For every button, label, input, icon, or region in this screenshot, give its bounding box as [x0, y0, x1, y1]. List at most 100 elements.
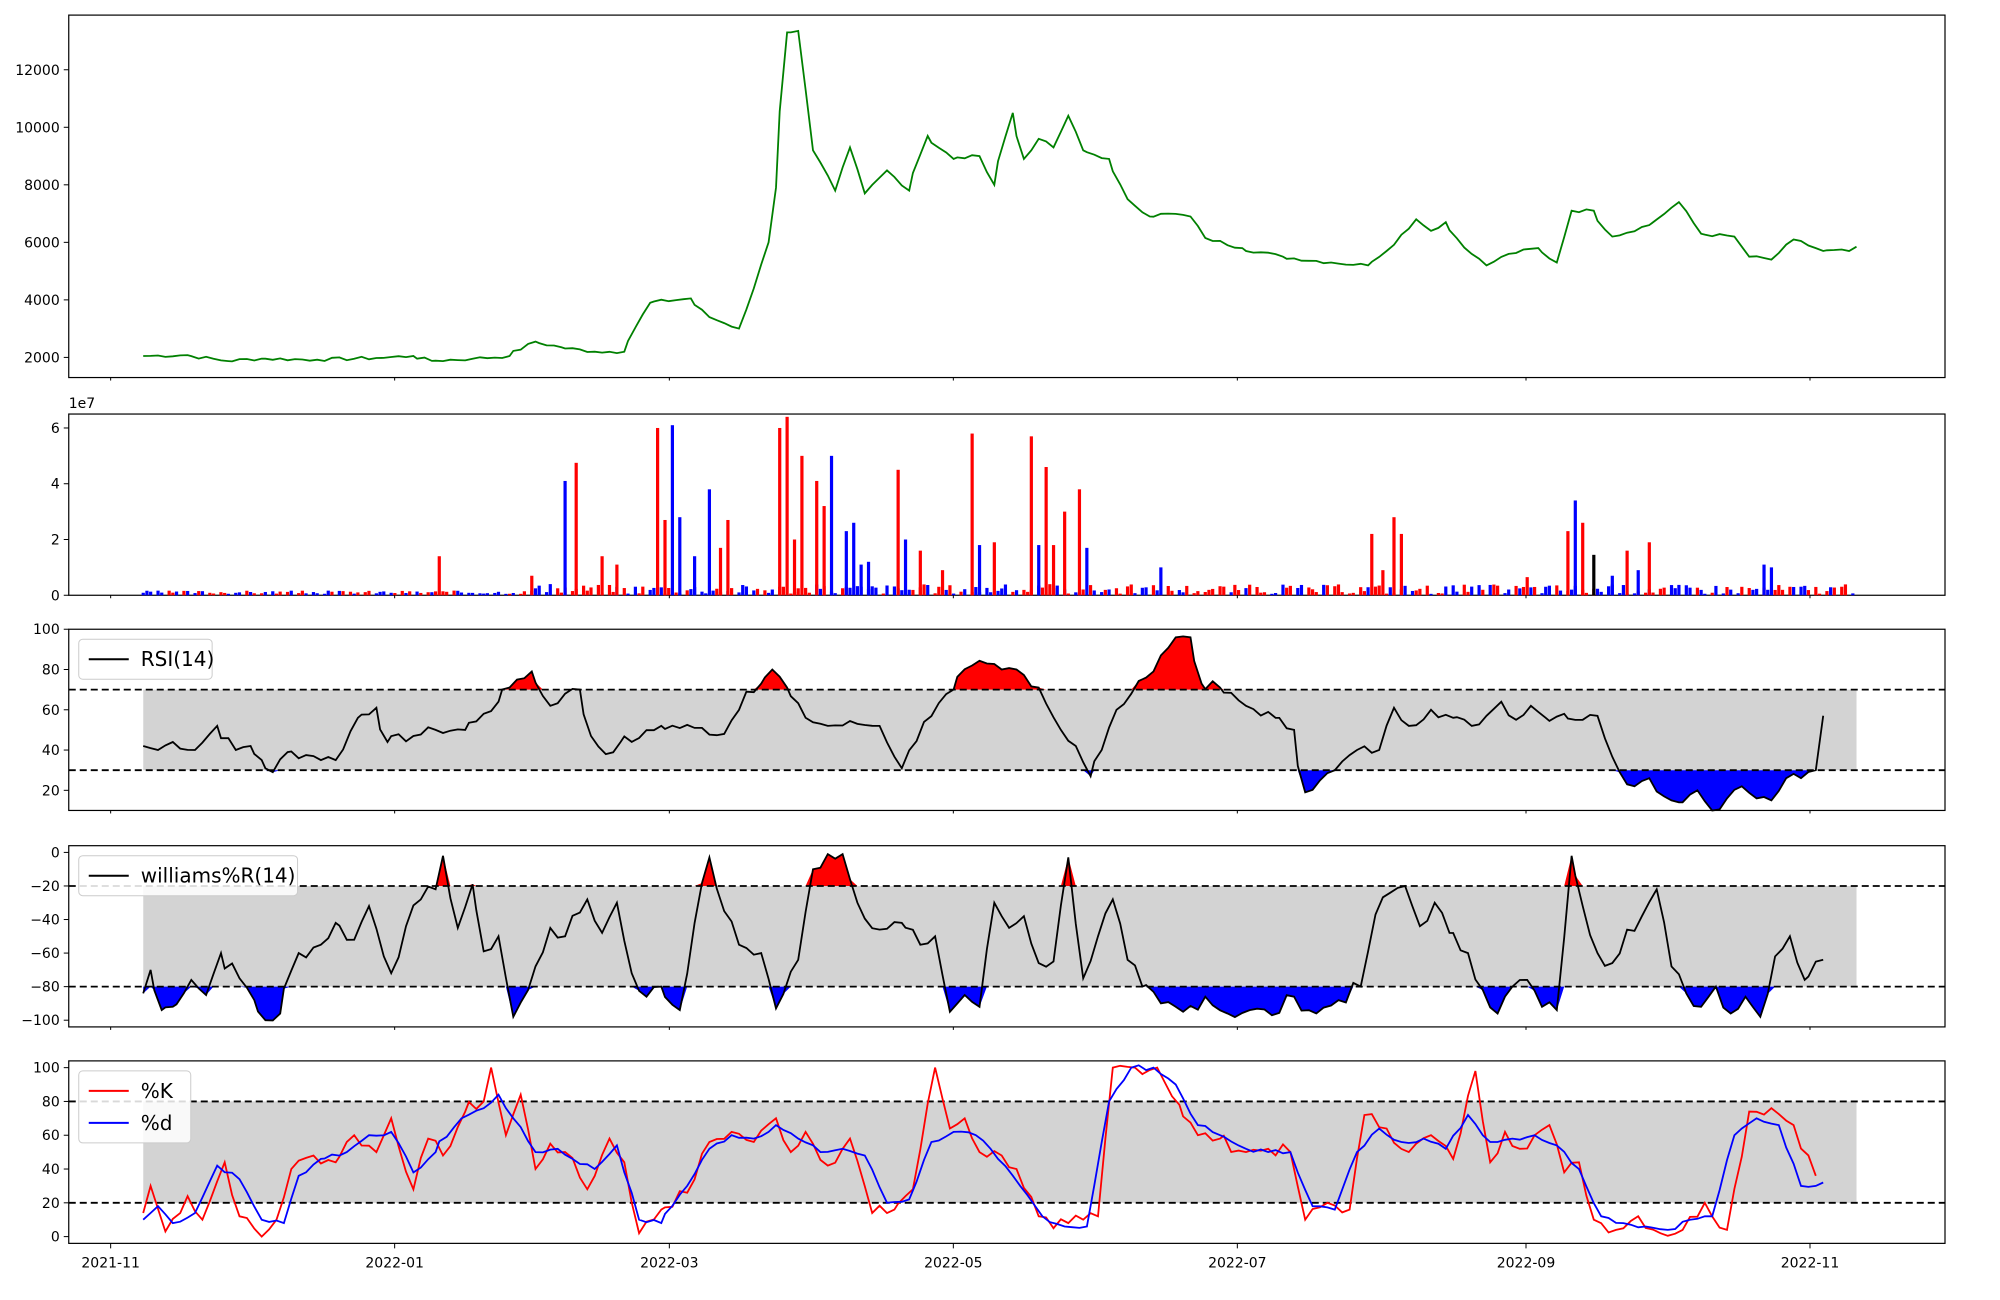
volume-bar-small — [1336, 584, 1341, 596]
volume-bar-small — [1026, 591, 1030, 596]
stochastic-frame — [68, 1060, 1946, 1244]
volume-bar-small — [226, 593, 230, 596]
volume-bar-small — [1359, 587, 1363, 596]
volume-bar-small — [408, 591, 412, 596]
volume-bar — [670, 425, 675, 596]
volume-ytick-label: 0 — [51, 588, 60, 604]
volume-bar — [1525, 577, 1529, 596]
volume-bar-small — [311, 592, 316, 596]
volume-bar — [530, 575, 534, 596]
volume-bar-small — [297, 593, 301, 596]
volume-bar-small — [963, 589, 967, 596]
volume-bar-small — [704, 593, 708, 596]
volume-bar — [852, 522, 856, 596]
volume-bar-small — [1651, 592, 1655, 596]
volume-bar-small — [770, 589, 774, 596]
volume-bar-small — [659, 587, 663, 596]
volume-bar-small — [1014, 590, 1019, 596]
volume-bar-small — [441, 591, 445, 596]
stochastic-ytick-label: 80 — [42, 1094, 60, 1110]
volume-bar-small — [556, 588, 560, 596]
volume-bar-small — [1621, 585, 1626, 596]
volume-bar-small — [1081, 589, 1085, 596]
stochastic-neutral-band — [143, 1101, 1857, 1203]
volume-bar — [1044, 467, 1048, 596]
williams-r-frame — [68, 845, 1946, 1028]
volume-bar-small — [948, 585, 952, 596]
volume-bar-small — [1803, 585, 1807, 596]
volume-bar — [1566, 531, 1570, 596]
volume-bar-small — [1440, 593, 1444, 596]
volume-bar-small — [1507, 589, 1511, 596]
volume-bar-small — [1048, 584, 1052, 596]
volume-bar — [1370, 533, 1374, 596]
volume-bar-small — [389, 592, 393, 596]
volume-bar-small — [485, 593, 489, 596]
volume-bar-small — [1307, 587, 1311, 596]
volume-bar-small — [730, 588, 734, 596]
volume-bar-small — [652, 587, 656, 596]
volume-bar-small — [234, 592, 238, 596]
volume-bar-small — [1340, 592, 1344, 596]
volume-bar-small — [781, 586, 786, 596]
volume-bar-small — [237, 592, 242, 596]
volume-bar-small — [1699, 589, 1703, 596]
price-ytick-label: 8000 — [24, 178, 60, 194]
volume-bar-small — [1133, 593, 1137, 596]
volume-bar-small — [1658, 588, 1663, 596]
volume-bar-small — [633, 586, 637, 596]
volume-bar-small — [1155, 590, 1159, 596]
price-ytick-label: 10000 — [15, 120, 60, 136]
volume-bar-small — [219, 592, 223, 596]
volume-bar-small — [1780, 589, 1785, 596]
price-ytick-label: 6000 — [24, 235, 60, 251]
volume-bar-small — [1632, 593, 1637, 596]
volume-bar-small — [326, 590, 330, 596]
volume-bar-small — [548, 584, 552, 596]
volume-bar-small — [641, 586, 645, 596]
volume-bar-small — [674, 592, 678, 596]
volume-ytick-label: 2 — [51, 532, 60, 548]
volume-bar — [792, 539, 797, 596]
williams-r-legend — [78, 855, 299, 897]
volume-bar-small — [1825, 591, 1829, 596]
volume-bar-small — [1118, 593, 1122, 596]
volume-bar — [656, 427, 660, 596]
volume-bar-small — [382, 591, 386, 596]
volume-bar-small — [263, 591, 267, 596]
volume-ytick-label: 4 — [51, 477, 60, 493]
volume-bar-small — [197, 591, 201, 596]
volume-bar — [1581, 522, 1585, 596]
volume-bar-small — [493, 592, 497, 596]
rsi-ytick-label: 60 — [42, 703, 60, 719]
volume-bar-small — [581, 585, 586, 596]
volume-bar-small — [141, 592, 145, 596]
volume-bar — [437, 556, 441, 596]
volume-bar — [1769, 567, 1774, 596]
volume-bar-small — [315, 593, 319, 596]
volume-bar-small — [1351, 592, 1355, 596]
volume-bar-small — [1314, 592, 1318, 596]
volume-bar-small — [304, 593, 308, 596]
volume-bar-small — [1714, 585, 1718, 596]
volume-bar — [822, 506, 826, 596]
volume-bar-small — [648, 589, 652, 596]
volume-bar — [918, 550, 922, 596]
volume-bar — [1159, 567, 1163, 596]
volume-bar-small — [1740, 586, 1744, 596]
volume-bar-small — [533, 588, 538, 596]
volume-bar-small — [874, 587, 878, 596]
volume-bar-small — [522, 591, 526, 596]
volume-bar-small — [1477, 585, 1481, 596]
volume-bar — [829, 455, 834, 596]
volume-bar-small — [585, 590, 589, 596]
volume-bar-small — [1384, 593, 1389, 596]
volume-bar-small — [1503, 593, 1507, 596]
volume-bar-small — [1362, 591, 1366, 596]
volume-bar-small — [352, 593, 356, 596]
volume-bar-small — [1281, 584, 1285, 596]
volume-bar-small — [1451, 585, 1455, 596]
volume-bar — [778, 427, 782, 596]
volume-bar-small — [1514, 585, 1518, 596]
volume-bar-small — [1092, 590, 1096, 596]
